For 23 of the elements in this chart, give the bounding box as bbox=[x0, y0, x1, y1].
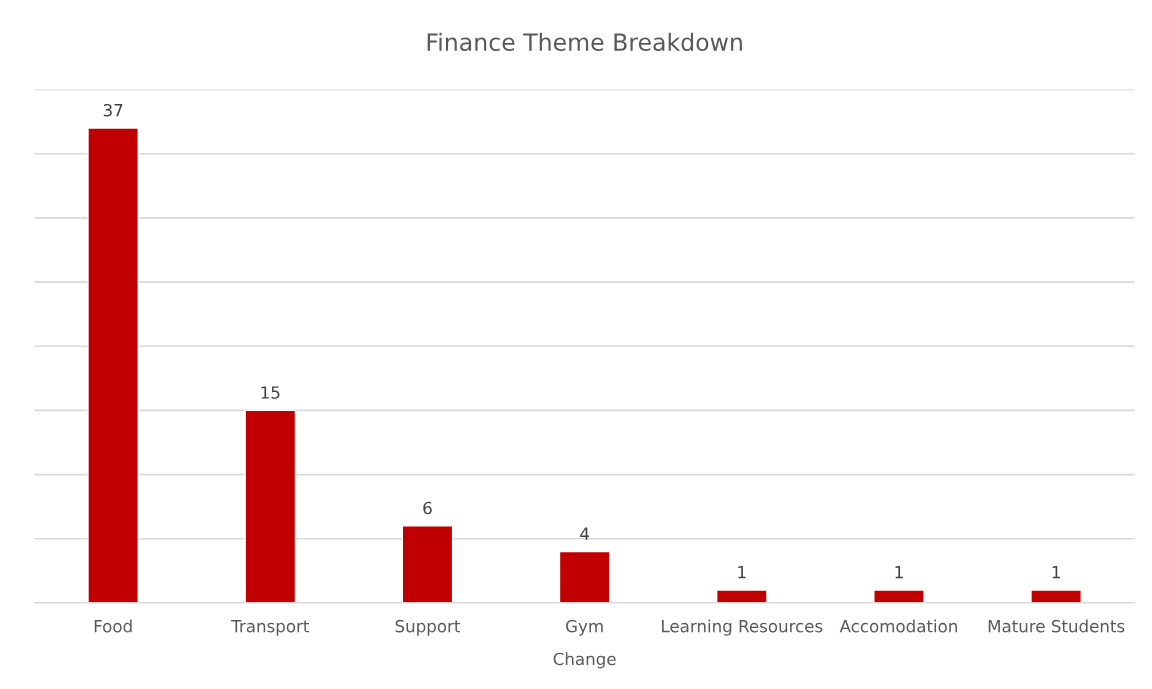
x-tick-label: Mature Students bbox=[988, 619, 1125, 633]
bar bbox=[401, 525, 454, 603]
data-label: 4 bbox=[580, 527, 590, 540]
data-label: 6 bbox=[423, 501, 432, 515]
bar bbox=[87, 127, 139, 603]
x-tick-label: Transport bbox=[231, 620, 310, 636]
chart-title: Finance Theme Breakdown bbox=[427, 32, 742, 52]
data-label: 15 bbox=[261, 386, 280, 399]
bar bbox=[244, 409, 297, 603]
x-tick-label: Gym bbox=[566, 619, 603, 636]
bar bbox=[715, 589, 768, 603]
x-axis-title: Change bbox=[553, 652, 616, 669]
x-tick-label: Support bbox=[395, 619, 461, 636]
bar bbox=[873, 589, 925, 603]
x-tick-label: Accomodation bbox=[839, 619, 957, 633]
data-label: 37 bbox=[103, 103, 123, 117]
bar bbox=[558, 550, 611, 603]
x-tick-label: Learning Resources bbox=[662, 619, 823, 636]
data-label: 1 bbox=[738, 566, 746, 579]
data-label: 1 bbox=[1052, 566, 1060, 579]
x-tick-label: Food bbox=[94, 619, 132, 633]
data-label: 1 bbox=[895, 566, 903, 579]
bar bbox=[1030, 589, 1082, 603]
